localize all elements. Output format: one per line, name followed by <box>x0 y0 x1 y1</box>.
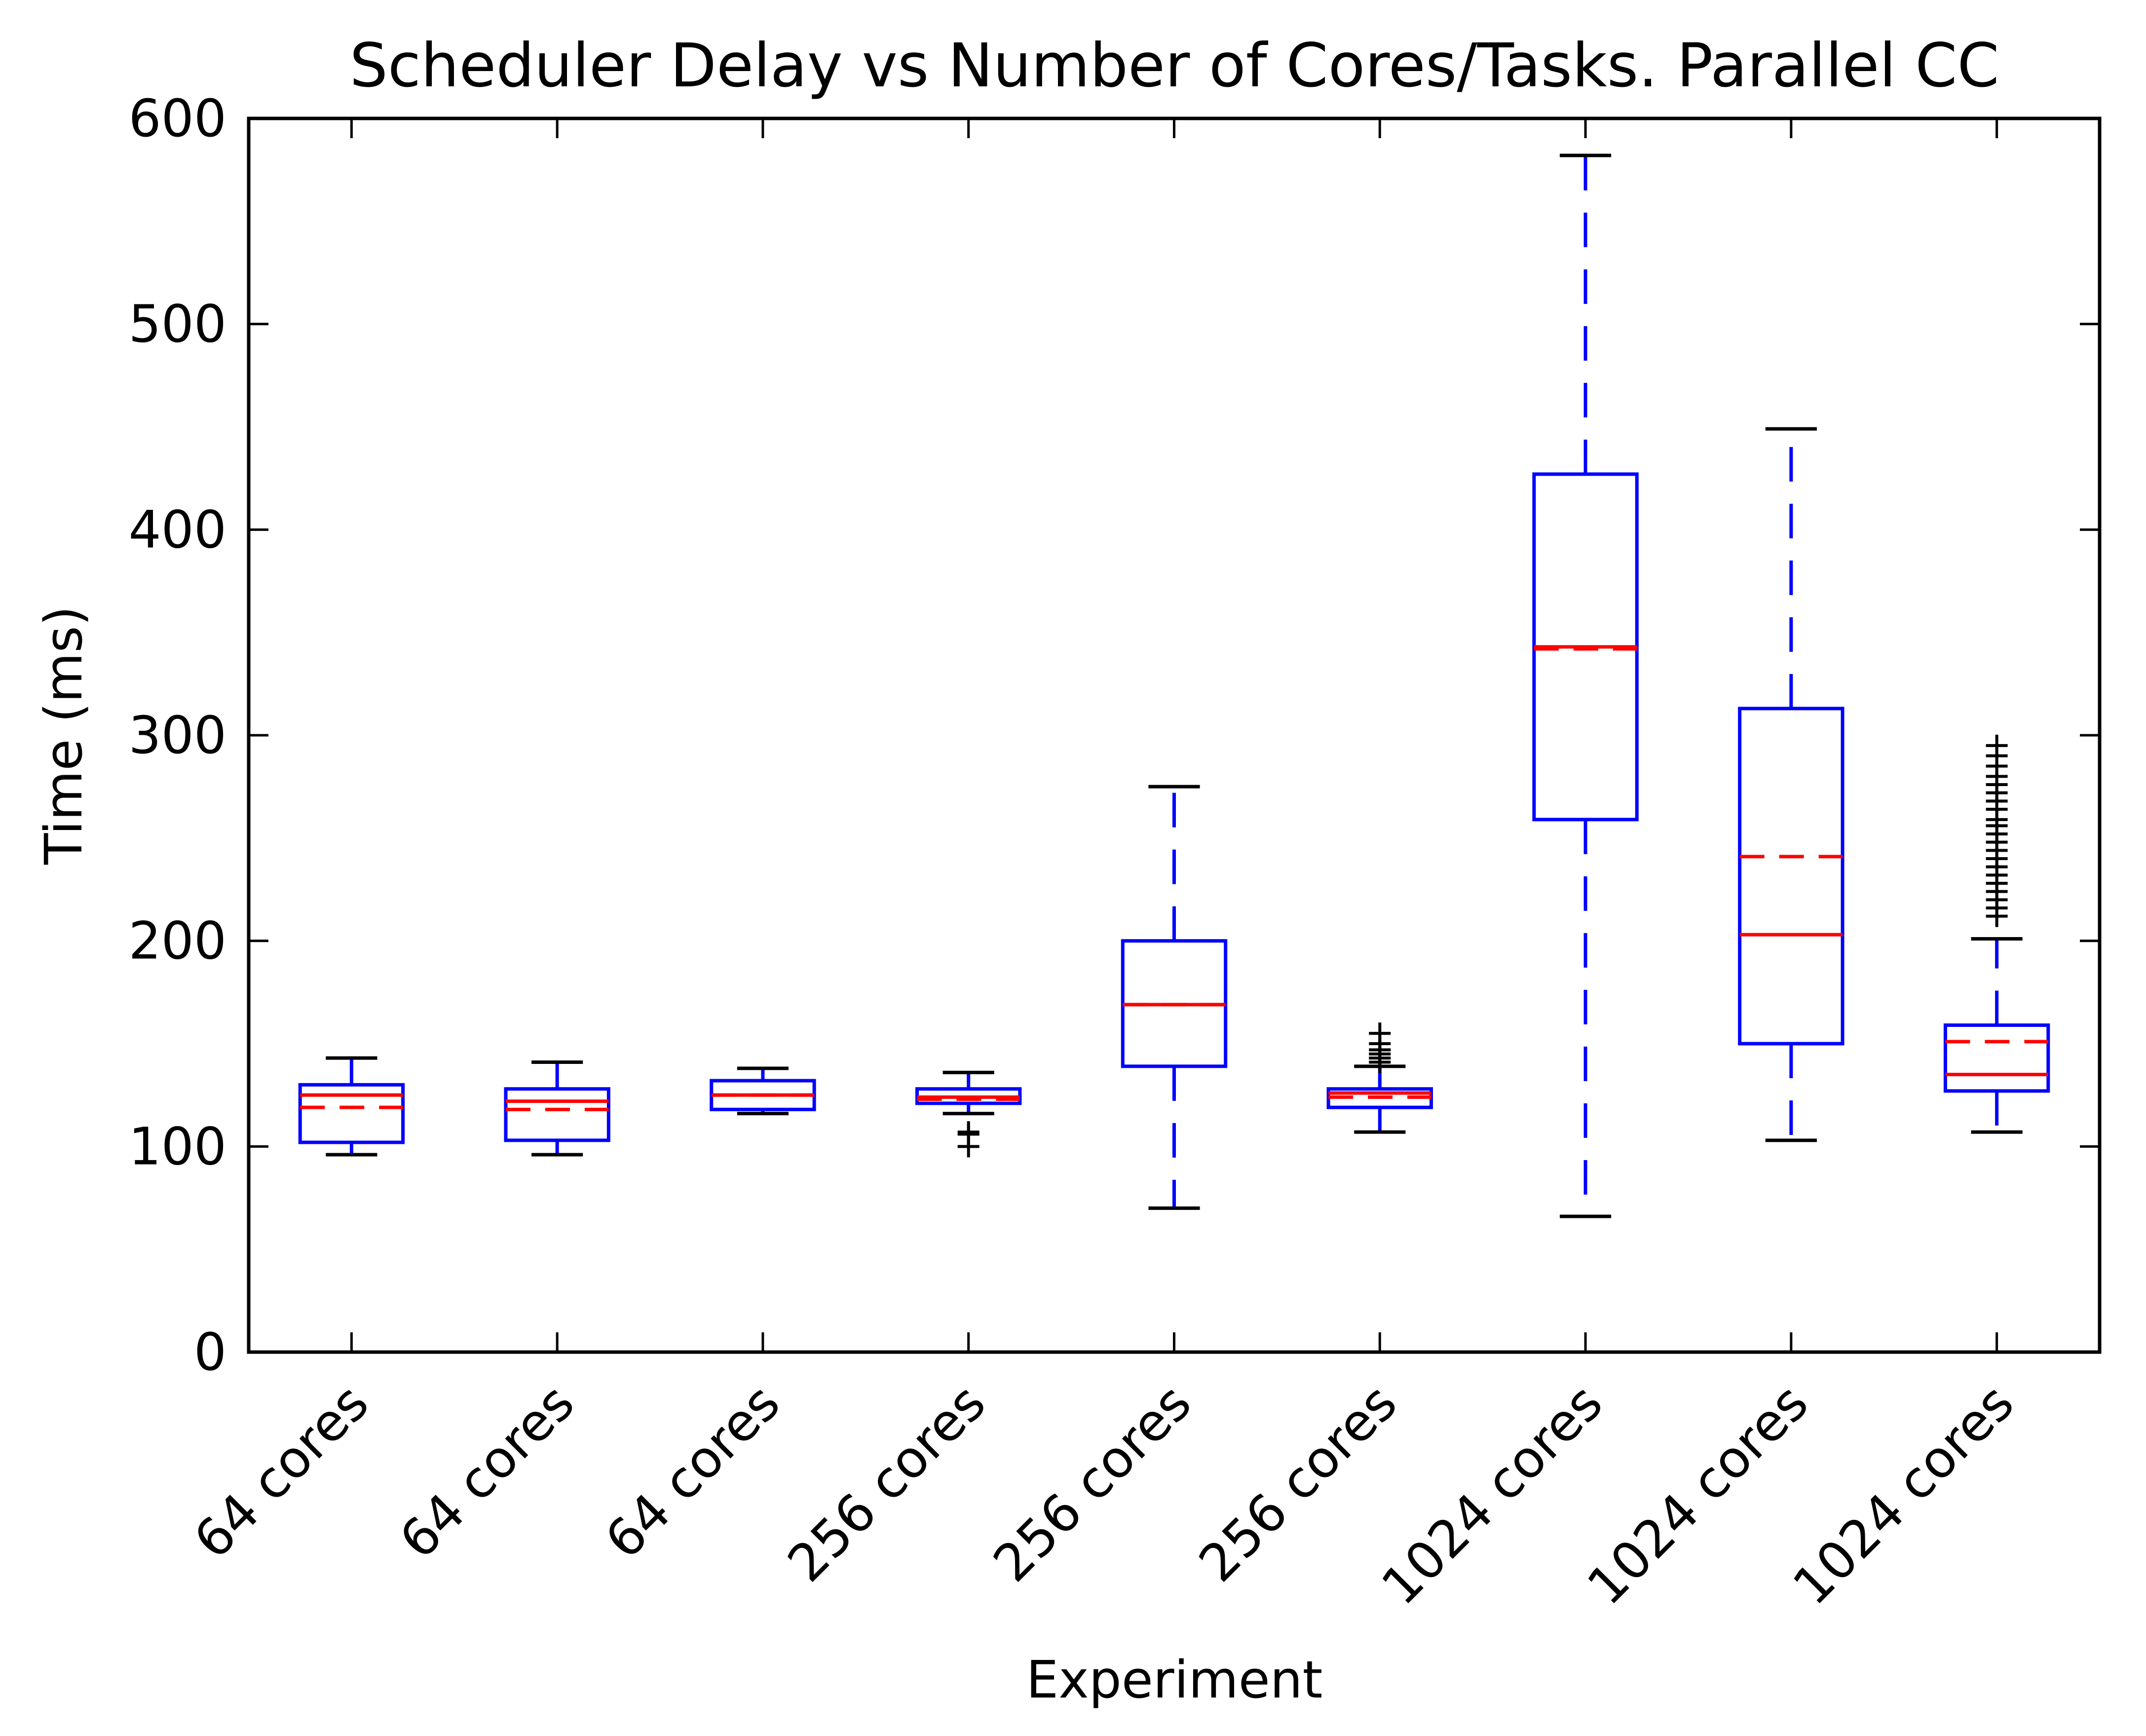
y-tick-label: 100 <box>128 1116 226 1176</box>
box-1 <box>298 1056 405 1157</box>
y-axis-label: Time (ms) <box>34 606 94 865</box>
box-iqr <box>1943 1023 2050 1093</box>
x-tick-label: 64 cores <box>182 1372 380 1570</box>
x-tick-label: 256 cores <box>1187 1372 1408 1593</box>
x-tick-label: 1024 cores <box>1576 1372 1819 1616</box>
x-axis-label: Experiment <box>1026 1650 1323 1710</box>
box-3 <box>710 1066 816 1116</box>
box-2 <box>504 1060 610 1157</box>
plot-frame <box>247 116 2102 1354</box>
x-tick-label: 64 cores <box>388 1372 586 1570</box>
x-tick-label: 1024 cores <box>1370 1372 1614 1616</box>
box-6 <box>1326 1022 1433 1134</box>
box-4 <box>915 1070 1022 1158</box>
box-8 <box>1738 427 1845 1142</box>
boxes-layer <box>298 153 2050 1218</box>
x-tick-label: 64 cores <box>594 1372 791 1570</box>
x-tick-label: 256 cores <box>982 1372 1203 1593</box>
box-9 <box>1943 734 2050 1134</box>
x-tick-label: 1024 cores <box>1781 1372 2025 1616</box>
box-iqr <box>298 1083 405 1144</box>
y-tick-label: 500 <box>128 294 226 354</box>
box-7 <box>1532 153 1639 1218</box>
y-tick-label: 0 <box>194 1322 226 1382</box>
chart-title: Scheduler Delay vs Number of Cores/Tasks… <box>349 31 1999 101</box>
y-tick-label: 300 <box>128 705 226 765</box>
box-iqr <box>504 1087 610 1142</box>
box-iqr <box>1738 707 1845 1046</box>
box-5 <box>1121 785 1228 1210</box>
y-tick-label: 400 <box>128 499 226 560</box>
x-tick-label: 256 cores <box>776 1372 997 1593</box>
y-tick-label: 600 <box>128 88 226 149</box>
y-tick-label: 200 <box>128 911 226 971</box>
